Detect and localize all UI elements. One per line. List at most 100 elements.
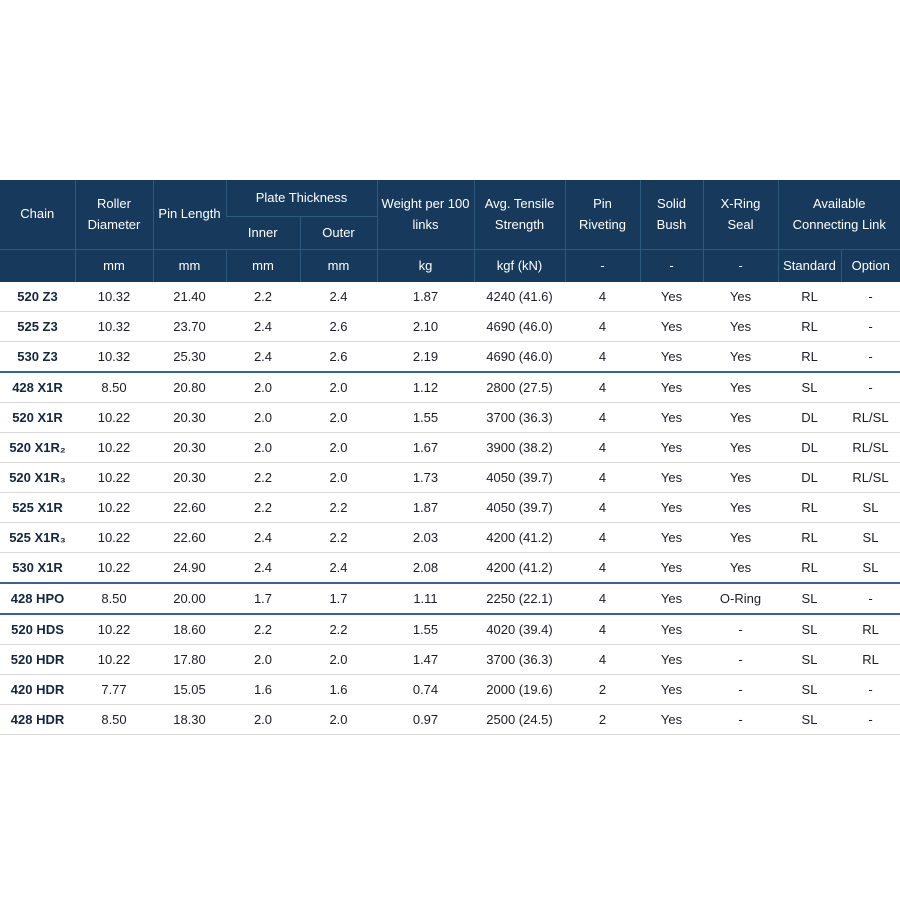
value-cell: 1.7: [300, 582, 377, 614]
value-cell: Yes: [640, 371, 703, 403]
table-header: Chain Roller Diameter Pin Length Plate T…: [0, 180, 900, 282]
value-cell: Yes: [703, 552, 778, 583]
value-cell: -: [841, 341, 900, 372]
value-cell: -: [703, 613, 778, 645]
table-row: 420 HDR 7.77 15.05 1.6 1.6 0.74 2000 (19.6) 2 Ye…: [0, 674, 900, 705]
value-cell: 1.47: [377, 644, 474, 675]
value-cell: 1.73: [377, 462, 474, 493]
value-cell: 2.0: [300, 644, 377, 675]
value-cell: Yes: [640, 644, 703, 675]
value-cell: 1.7: [226, 582, 300, 614]
value-cell: 21.40: [153, 282, 226, 312]
value-cell: 2.0: [300, 462, 377, 493]
value-cell: Yes: [703, 371, 778, 403]
value-cell: 22.60: [153, 492, 226, 523]
value-cell: SL: [778, 582, 841, 614]
value-cell: 4200 (41.2): [474, 522, 565, 553]
value-cell: 2.4: [300, 552, 377, 583]
value-cell: 4: [565, 613, 640, 645]
chain-cell: 428 X1R: [0, 371, 75, 403]
value-cell: RL: [778, 282, 841, 312]
header-pin-length: Pin Length: [152, 180, 226, 250]
value-cell: 4: [565, 522, 640, 553]
table-row: 520 X1R₂ 10.22 20.30 2.0 2.0 1.67 3900 (38.2) 4…: [0, 432, 900, 463]
value-cell: Yes: [703, 341, 778, 372]
value-cell: 22.60: [153, 522, 226, 553]
value-cell: RL: [778, 552, 841, 583]
value-cell: RL: [841, 644, 900, 675]
value-cell: 10.22: [75, 432, 153, 463]
unit-roller: mm: [74, 249, 153, 282]
value-cell: 4: [565, 432, 640, 463]
table-row: 525 X1R 10.22 22.60 2.2 2.2 1.87 4050 (39.7) 4 Y…: [0, 492, 900, 523]
header-connecting-link: Available Connecting Link: [777, 180, 900, 250]
value-cell: 2.4: [226, 522, 300, 553]
value-cell: RL: [778, 341, 841, 372]
value-cell: Yes: [640, 552, 703, 583]
header-solid-bush: Solid Bush: [639, 180, 703, 250]
value-cell: 4050 (39.7): [474, 462, 565, 493]
chain-cell: 520 X1R₂: [0, 432, 75, 463]
value-cell: 4: [565, 311, 640, 342]
value-cell: Yes: [640, 341, 703, 372]
chain-cell: 530 Z3: [0, 341, 75, 372]
value-cell: 18.60: [153, 613, 226, 645]
value-cell: 10.22: [75, 492, 153, 523]
value-cell: 1.87: [377, 282, 474, 312]
table-row: 530 Z3 10.32 25.30 2.4 2.6 2.19 4690 (46.0) 4 Ye…: [0, 341, 900, 372]
chain-cell: 428 HDR: [0, 704, 75, 735]
value-cell: Yes: [703, 432, 778, 463]
chain-cell: 520 X1R₃: [0, 462, 75, 493]
unit-weight: kg: [376, 249, 474, 282]
value-cell: -: [841, 282, 900, 312]
value-cell: 23.70: [153, 311, 226, 342]
table-row: 520 HDS 10.22 18.60 2.2 2.2 1.55 4020 (39.4) 4 Y…: [0, 613, 900, 645]
value-cell: 2.03: [377, 522, 474, 553]
chain-cell: 520 X1R: [0, 402, 75, 433]
value-cell: -: [841, 704, 900, 735]
value-cell: -: [841, 582, 900, 614]
chain-cell: 525 X1R₃: [0, 522, 75, 553]
value-cell: DL: [778, 402, 841, 433]
header-xring-seal: X-Ring Seal: [702, 180, 778, 250]
chain-cell: 520 HDS: [0, 613, 75, 645]
value-cell: Yes: [703, 311, 778, 342]
value-cell: 17.80: [153, 644, 226, 675]
value-cell: 2.0: [226, 371, 300, 403]
value-cell: 1.55: [377, 402, 474, 433]
value-cell: -: [841, 674, 900, 705]
header-plate-thickness: Plate Thickness: [225, 180, 377, 217]
value-cell: Yes: [640, 282, 703, 312]
value-cell: 7.77: [75, 674, 153, 705]
value-cell: 10.32: [75, 311, 153, 342]
value-cell: Yes: [703, 402, 778, 433]
value-cell: DL: [778, 462, 841, 493]
value-cell: 4: [565, 371, 640, 403]
value-cell: 2.2: [300, 522, 377, 553]
value-cell: 1.12: [377, 371, 474, 403]
value-cell: 15.05: [153, 674, 226, 705]
table-row: 428 X1R 8.50 20.80 2.0 2.0 1.12 2800 (27.5) 4 Ye…: [0, 371, 900, 403]
unit-pin-riveting: -: [564, 249, 640, 282]
table-row: 530 X1R 10.22 24.90 2.4 2.4 2.08 4200 (41.2) 4 Y…: [0, 552, 900, 583]
value-cell: 4200 (41.2): [474, 552, 565, 583]
value-cell: 10.32: [75, 282, 153, 312]
value-cell: SL: [778, 371, 841, 403]
value-cell: 4: [565, 402, 640, 433]
chain-spec-table: Chain Roller Diameter Pin Length Plate T…: [0, 180, 900, 735]
value-cell: 0.97: [377, 704, 474, 735]
value-cell: -: [703, 644, 778, 675]
unit-option: Option: [840, 249, 900, 282]
value-cell: 2000 (19.6): [474, 674, 565, 705]
value-cell: 10.22: [75, 462, 153, 493]
value-cell: 2.0: [226, 644, 300, 675]
header-roller-diameter: Roller Diameter: [74, 180, 153, 250]
value-cell: RL: [778, 522, 841, 553]
chain-spec-table-wrap: Chain Roller Diameter Pin Length Plate T…: [0, 180, 900, 735]
table-row: 520 X1R 10.22 20.30 2.0 2.0 1.55 3700 (36.3) 4 Y…: [0, 402, 900, 433]
value-cell: 4: [565, 582, 640, 614]
value-cell: 10.32: [75, 341, 153, 372]
header-row-main: Chain Roller Diameter Pin Length Plate T…: [0, 180, 900, 250]
value-cell: 2.2: [226, 282, 300, 312]
value-cell: 2.10: [377, 311, 474, 342]
